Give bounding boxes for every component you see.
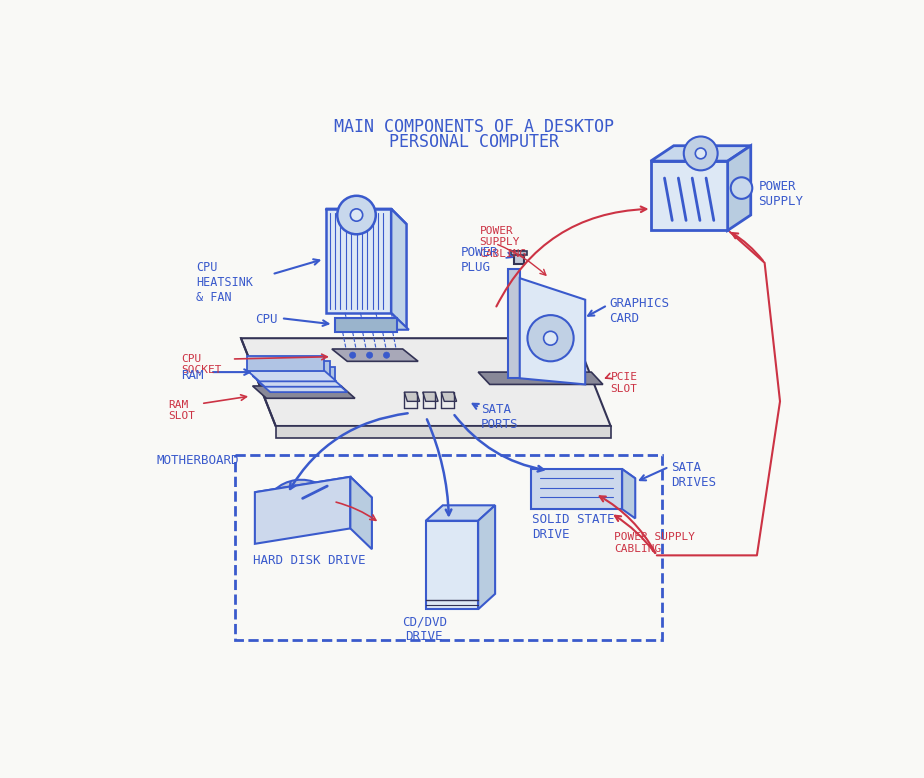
Text: RAM: RAM: [181, 369, 203, 382]
Text: SATA
PORTS: SATA PORTS: [481, 403, 518, 431]
Polygon shape: [426, 520, 479, 609]
Circle shape: [684, 136, 718, 170]
Ellipse shape: [432, 537, 472, 592]
Ellipse shape: [268, 480, 330, 526]
Polygon shape: [514, 251, 525, 265]
Polygon shape: [326, 209, 391, 313]
Polygon shape: [479, 372, 603, 384]
Text: MOTHERBOARD: MOTHERBOARD: [156, 454, 238, 467]
Text: SOLID STATE
DRIVE: SOLID STATE DRIVE: [532, 513, 614, 541]
Polygon shape: [530, 469, 622, 509]
Ellipse shape: [290, 497, 307, 510]
Polygon shape: [252, 376, 342, 387]
Polygon shape: [650, 161, 728, 230]
Polygon shape: [335, 318, 408, 330]
Text: MAIN COMPONENTS OF A DESKTOP: MAIN COMPONENTS OF A DESKTOP: [334, 118, 614, 136]
Text: SATA
DRIVES: SATA DRIVES: [671, 461, 716, 489]
Polygon shape: [258, 381, 347, 392]
Text: POWER
SUPPLY
CABLING: POWER SUPPLY CABLING: [480, 226, 527, 259]
Polygon shape: [241, 338, 611, 426]
Polygon shape: [650, 145, 750, 161]
Text: POWER
SUPPLY: POWER SUPPLY: [759, 180, 804, 208]
Circle shape: [337, 196, 376, 234]
Polygon shape: [622, 469, 636, 518]
Polygon shape: [405, 392, 419, 401]
Polygon shape: [332, 349, 418, 361]
Circle shape: [528, 315, 574, 361]
Circle shape: [367, 352, 372, 358]
Polygon shape: [442, 392, 456, 401]
Polygon shape: [350, 477, 371, 549]
Circle shape: [543, 331, 557, 345]
Polygon shape: [258, 366, 335, 381]
Polygon shape: [252, 361, 330, 376]
Text: POWER
PLUG: POWER PLUG: [460, 246, 498, 274]
Polygon shape: [426, 505, 495, 520]
Polygon shape: [511, 251, 527, 255]
Polygon shape: [391, 209, 407, 328]
Polygon shape: [248, 356, 324, 370]
Polygon shape: [252, 386, 355, 398]
Polygon shape: [479, 505, 495, 609]
Polygon shape: [519, 279, 585, 384]
Polygon shape: [530, 469, 636, 478]
Polygon shape: [335, 318, 396, 332]
Text: HARD DISK DRIVE: HARD DISK DRIVE: [252, 554, 365, 567]
Text: CD/DVD
DRIVE: CD/DVD DRIVE: [402, 615, 447, 643]
Circle shape: [383, 352, 390, 358]
Text: CPU
HEATSINK
& FAN: CPU HEATSINK & FAN: [197, 261, 253, 304]
Circle shape: [695, 148, 706, 159]
Text: POWER SUPPLY
CABLING: POWER SUPPLY CABLING: [614, 532, 696, 554]
Text: PCIE
SLOT: PCIE SLOT: [611, 372, 638, 394]
Text: CPU
SOCKET: CPU SOCKET: [181, 354, 222, 375]
Polygon shape: [508, 269, 519, 378]
Polygon shape: [255, 477, 371, 513]
Polygon shape: [255, 477, 350, 544]
Polygon shape: [248, 370, 336, 381]
Polygon shape: [326, 209, 407, 224]
Polygon shape: [728, 145, 750, 230]
Ellipse shape: [446, 557, 457, 573]
Polygon shape: [275, 426, 611, 438]
Circle shape: [349, 352, 356, 358]
Circle shape: [350, 209, 363, 221]
Circle shape: [731, 177, 752, 199]
Polygon shape: [423, 392, 438, 401]
Text: RAM
SLOT: RAM SLOT: [168, 400, 195, 422]
Text: PERSONAL COMPUTER: PERSONAL COMPUTER: [389, 133, 558, 152]
Text: CPU: CPU: [255, 313, 277, 326]
Text: GRAPHICS
CARD: GRAPHICS CARD: [609, 297, 669, 325]
